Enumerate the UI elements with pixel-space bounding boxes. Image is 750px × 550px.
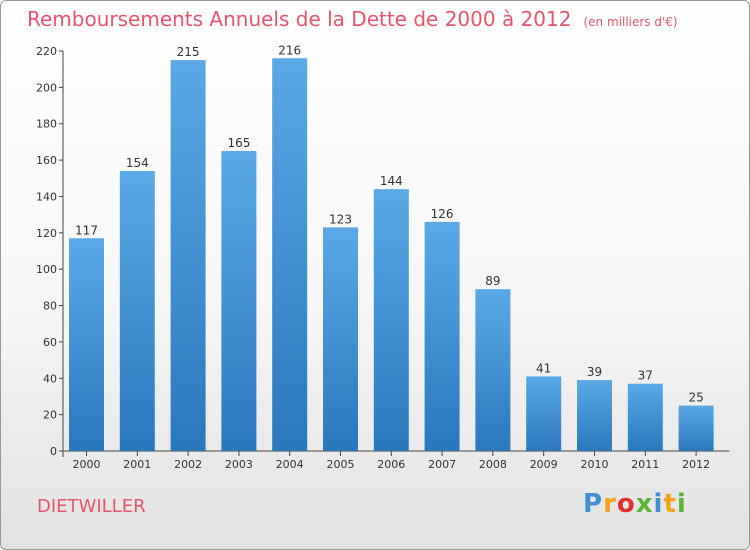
proxiti-logo: Proxiti [583, 489, 687, 519]
value-label: 41 [536, 361, 551, 375]
x-tick-label: 2009 [530, 458, 558, 471]
value-label: 154 [126, 156, 149, 170]
bar-2012 [678, 405, 714, 451]
y-tick-label: 120 [36, 227, 57, 240]
y-tick-label: 220 [36, 45, 57, 58]
x-tick-label: 2003 [225, 458, 253, 471]
value-label: 126 [431, 207, 454, 221]
logo-letter: t [663, 489, 677, 519]
bar-2008 [475, 289, 511, 451]
value-label: 215 [177, 45, 200, 59]
logo-letter: i [676, 489, 687, 519]
x-tick-label: 2008 [479, 458, 507, 471]
value-label: 37 [638, 369, 653, 383]
title-unit: (en milliers d'€) [583, 15, 678, 29]
bar-2010 [577, 380, 612, 451]
bar-2003 [221, 151, 257, 451]
y-tick-label: 80 [43, 300, 57, 313]
x-tick-label: 2011 [631, 458, 659, 471]
bar-2009 [526, 376, 562, 451]
y-tick-label: 60 [43, 336, 57, 349]
bar-2011 [627, 383, 663, 451]
y-tick-label: 160 [36, 154, 57, 167]
y-tick-label: 20 [43, 409, 57, 422]
x-tick-label: 2000 [73, 458, 101, 471]
y-tick-label: 180 [36, 118, 57, 131]
value-label: 144 [380, 174, 403, 188]
x-tick-label: 2005 [327, 458, 355, 471]
bar-2000 [69, 238, 104, 451]
value-label: 25 [688, 391, 703, 405]
bar-2004 [272, 58, 308, 451]
commune-name: DIETWILLER [37, 496, 146, 517]
x-tick-label: 2007 [428, 458, 456, 471]
chart-title: Remboursements Annuels de la Dette de 20… [27, 7, 678, 31]
value-label: 165 [227, 136, 250, 150]
y-tick-label: 40 [43, 372, 57, 385]
logo-letter: o [616, 489, 636, 519]
value-label: 123 [329, 212, 352, 226]
y-tick-label: 140 [36, 190, 57, 203]
x-tick-label: 2006 [377, 458, 405, 471]
x-tick-label: 2004 [276, 458, 304, 471]
y-tick-label: 100 [36, 263, 57, 276]
x-tick-label: 2002 [174, 458, 202, 471]
logo-letter: i [653, 489, 664, 519]
value-label: 89 [485, 274, 500, 288]
x-tick-label: 2010 [581, 458, 609, 471]
bar-2007 [424, 221, 460, 451]
bar-2001 [119, 171, 155, 451]
bar-2006 [373, 189, 409, 451]
logo-letter: x [635, 489, 654, 519]
value-label: 216 [278, 43, 301, 57]
x-tick-label: 2012 [682, 458, 710, 471]
y-tick-label: 0 [50, 445, 57, 458]
logo-letter: P [583, 489, 604, 519]
value-label: 117 [75, 223, 98, 237]
bar-2002 [170, 60, 206, 451]
y-tick-label: 200 [36, 81, 57, 94]
value-label: 39 [587, 365, 602, 379]
bar-2005 [323, 227, 358, 451]
bars: 117 2000 154 2001 215 2002 165 2003 216 2004 123 20… [69, 43, 714, 471]
logo-letter: r [603, 489, 617, 519]
x-tick-label: 2001 [123, 458, 151, 471]
title-text: Remboursements Annuels de la Dette de 20… [27, 7, 572, 31]
